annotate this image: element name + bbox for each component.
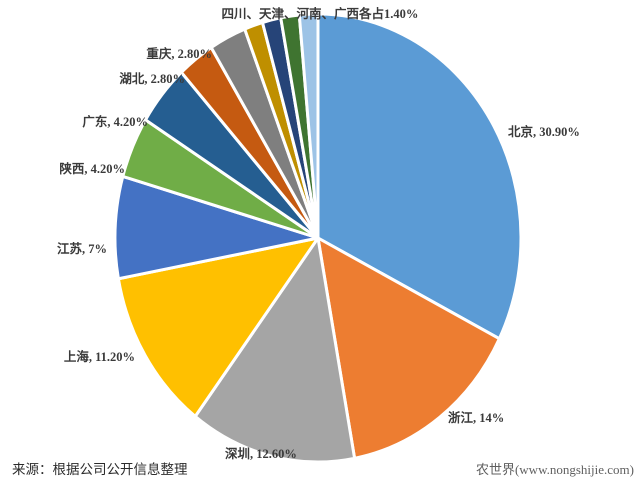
- slice-label-beijing: 北京, 30.90%: [508, 125, 580, 139]
- slice-label-shaanxi: 陕西, 4.20%: [59, 162, 125, 176]
- pie-slice-group: [113, 12, 523, 464]
- pie-slice-1: [316, 236, 501, 460]
- site-watermark: 农世界(www.nongshijie.com): [475, 462, 634, 477]
- pie-slice-3: [116, 236, 320, 418]
- pie-slice-4: [113, 174, 320, 281]
- pie-slice-0: [316, 12, 523, 341]
- pie-slice-12: [297, 12, 320, 240]
- slice-label-guangdong: 广东, 4.20%: [82, 115, 148, 129]
- slice-label-shanghai: 上海, 11.20%: [63, 350, 135, 364]
- slice-label-hubei: 湖北, 2.80%: [119, 72, 185, 86]
- pie-slice-2: [193, 236, 357, 464]
- slice-label-shenzhen: 深圳, 12.60%: [225, 447, 297, 461]
- slice-label-jiangsu: 江苏, 7%: [56, 242, 107, 256]
- slice-label-misc: 四川、天津、河南、广西各占1.40%: [221, 7, 419, 21]
- slice-label-chongqing: 重庆, 2.80%: [146, 47, 212, 61]
- source-note: 来源：根据公司公开信息整理: [12, 462, 188, 477]
- slice-label-zhejiang: 浙江, 14%: [448, 411, 505, 425]
